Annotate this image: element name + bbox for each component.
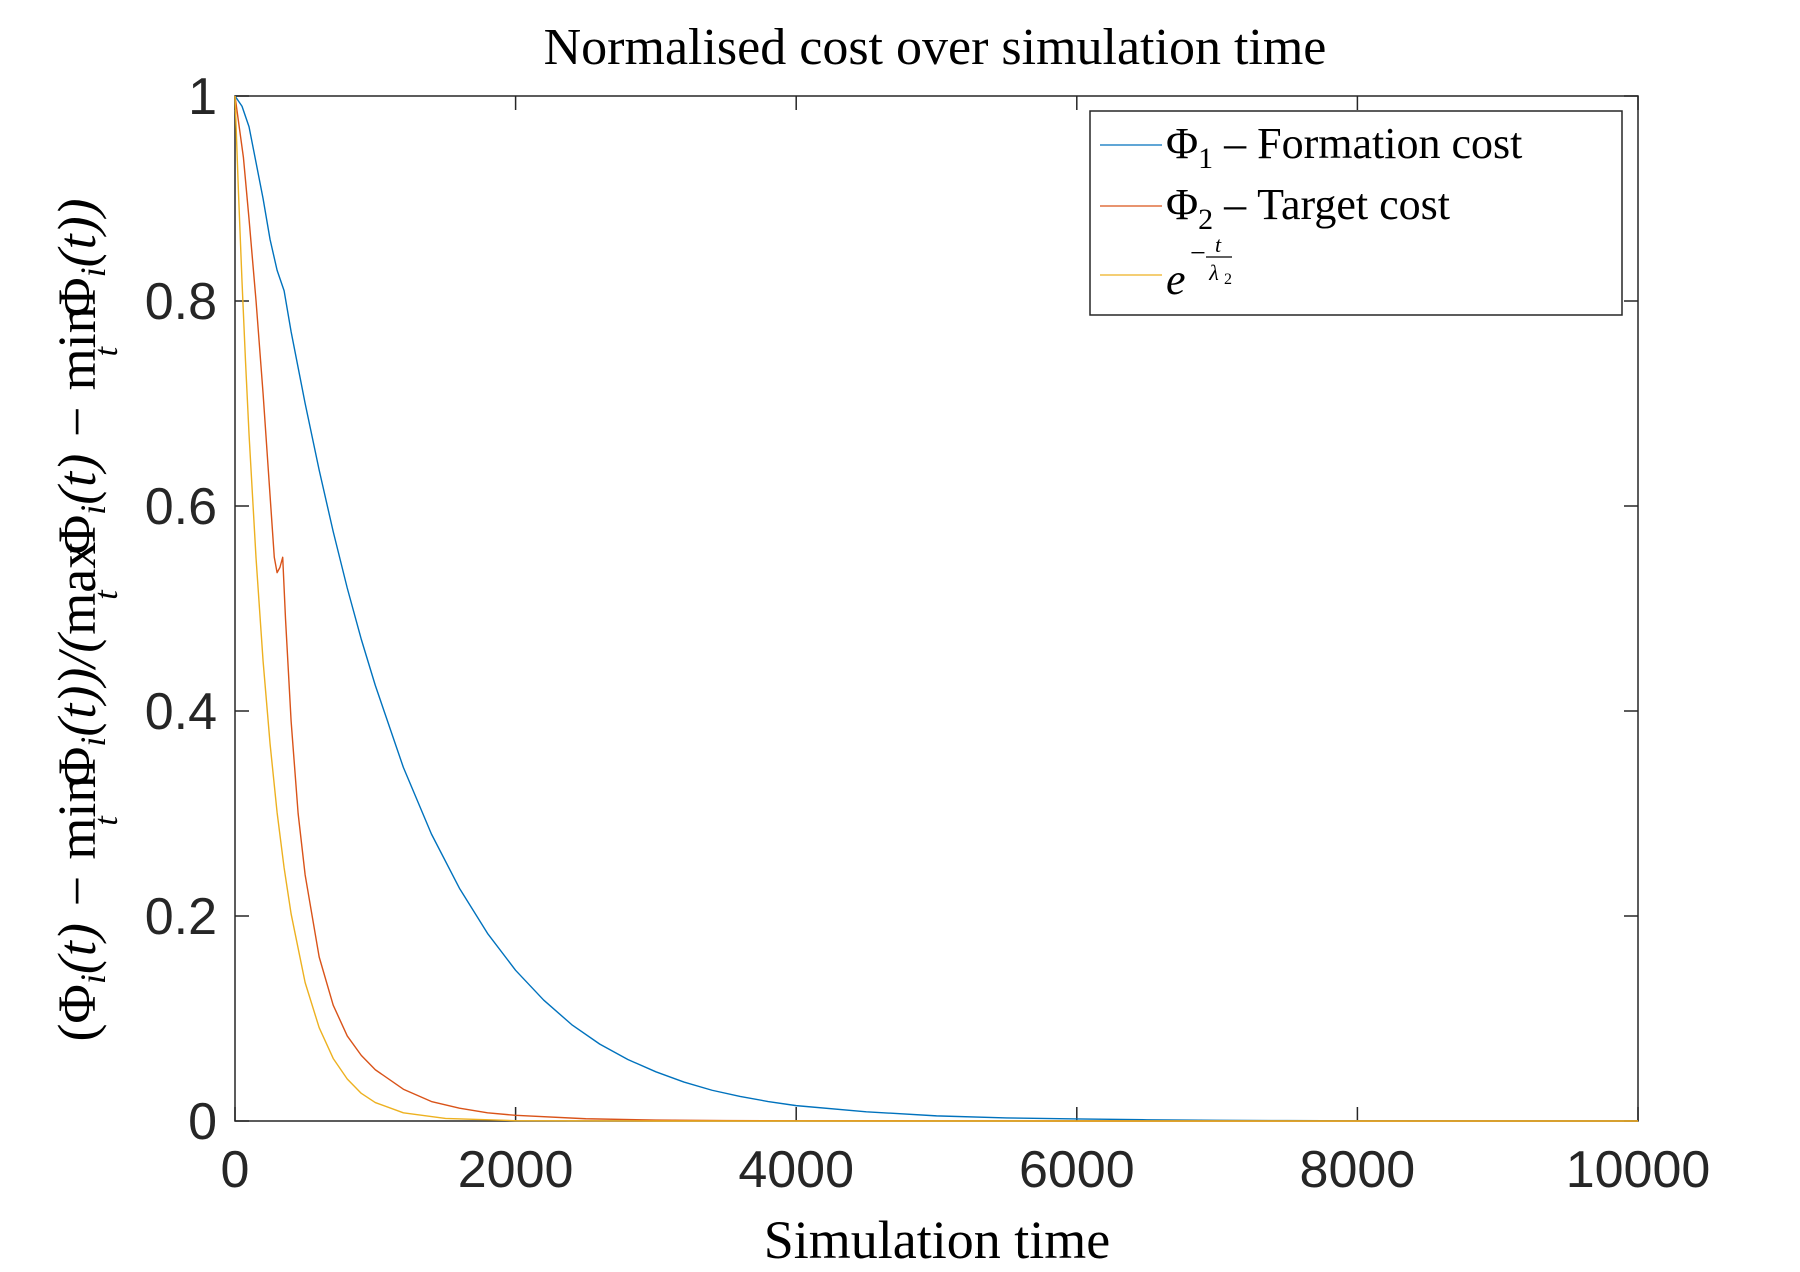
legend-box	[1089, 110, 1623, 316]
ylabel-sub-i-3: i	[73, 505, 113, 515]
svg-text:2: 2	[1224, 271, 1232, 288]
x-tick-label: 8000	[1300, 1141, 1416, 1199]
x-tick-label: 2000	[458, 1141, 574, 1199]
svg-text:(Φi(t) − mintΦi(t))/(maxtΦi(t): (Φi(t) − mintΦi(t))/(maxtΦi(t) − mintΦi(…	[47, 198, 125, 1041]
ylabel-open: (	[47, 1024, 107, 1042]
svg-text:e: e	[1166, 255, 1186, 304]
legend: Φ1 – Formation cost Φ2 – Target cost e −…	[1089, 110, 1623, 316]
ylabel-phi-3: Φ	[47, 515, 107, 554]
chart-title: Normalised cost over simulation time	[544, 19, 1327, 76]
tick-labels: 0 2000 4000 6000 8000 10000 0 0.2 0.4 0.6 0.8 1	[145, 68, 1711, 1199]
ylabel-mid: (t))/(	[47, 632, 107, 737]
x-axis-label: Simulation time	[764, 1210, 1111, 1270]
svg-text:t: t	[1215, 232, 1222, 257]
ylabel-min-sub: t	[88, 815, 125, 826]
svg-text:λ: λ	[1208, 260, 1219, 285]
ylabel-sub-i-2: i	[73, 737, 113, 747]
ylabel-min: min	[47, 776, 107, 860]
y-tick-label: 0.8	[145, 273, 217, 331]
ylabel-min-2: min	[47, 306, 107, 390]
y-tick-label: 0.4	[145, 683, 217, 741]
x-tick-label: 0	[221, 1141, 250, 1199]
y-axis-label: (Φi(t) − mintΦi(t))/(maxtΦi(t) − mintΦi(…	[47, 198, 125, 1041]
ylabel-phi-4: Φ	[47, 277, 107, 316]
series-line-exponential	[234, 95, 1638, 1122]
y-tick-label: 0.6	[145, 478, 217, 536]
x-tick-label: 6000	[1019, 1141, 1135, 1199]
y-tick-label: 0.2	[145, 888, 217, 946]
ylabel-phi: Φ	[47, 984, 107, 1023]
svg-text:−: −	[1190, 238, 1206, 269]
legend-label-exp: e − t λ 2	[1166, 232, 1232, 304]
legend-label-target: Φ2 – Target cost	[1166, 180, 1450, 236]
y-tick-label: 0	[188, 1093, 217, 1151]
ylabel-sub-i-4: i	[73, 267, 113, 277]
ylabel-part-2: (t) −	[47, 390, 107, 504]
ylabel-close: (t))	[47, 198, 107, 267]
series-line-formation-cost	[234, 95, 1639, 1122]
ylabel-max-sub: t	[88, 589, 125, 600]
ylabel-part: (t) −	[47, 860, 107, 974]
ylabel-sub-i: i	[73, 974, 113, 984]
y-tick-label: 1	[188, 68, 217, 126]
ylabel-min-sub-2: t	[88, 345, 125, 356]
x-tick-label: 4000	[738, 1141, 854, 1199]
x-tick-label: 10000	[1566, 1141, 1711, 1199]
ylabel-max: max	[47, 542, 107, 635]
legend-label-formation: Φ1 – Formation cost	[1166, 119, 1522, 175]
series-group	[234, 95, 1639, 1122]
ylabel-phi-2: Φ	[47, 747, 107, 786]
